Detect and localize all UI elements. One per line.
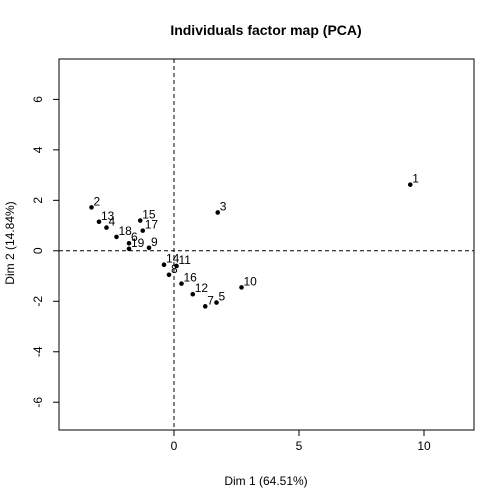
y-tick-label: -4 (31, 346, 45, 357)
data-point-11 (174, 263, 179, 269)
reference-lines (59, 59, 474, 430)
y-axis-label: Dim 2 (14.84%) (3, 201, 17, 284)
data-point-9 (146, 245, 152, 251)
point-label-4: 4 (109, 215, 116, 229)
point-label-16: 16 (184, 271, 198, 285)
data-point-2 (89, 205, 94, 210)
point-label-9: 9 (151, 235, 158, 249)
point-label-8: 8 (171, 262, 178, 276)
data-point-7 (202, 304, 208, 309)
data-point-13 (96, 219, 102, 225)
data-point-8 (166, 272, 172, 278)
point-label-11: 11 (179, 253, 192, 267)
y-axis: -6 -4 -2 0 2 4 6 (31, 96, 59, 408)
x-axis: 0 5 10 (171, 430, 431, 453)
y-tick-label: 4 (31, 146, 45, 153)
data-point-6 (126, 240, 132, 246)
point-label-2: 2 (94, 194, 101, 208)
x-tick-label: 0 (171, 439, 178, 453)
y-tick-label: -6 (31, 397, 45, 408)
data-point-4 (104, 225, 109, 230)
point-label-6: 6 (131, 230, 138, 244)
data-point-5 (214, 300, 219, 305)
point-label-5: 5 (219, 290, 226, 304)
chart-title: Individuals factor map (PCA) (170, 22, 361, 38)
data-point-12 (190, 291, 196, 297)
point-label-18: 18 (119, 224, 133, 238)
x-tick-label: 5 (296, 439, 303, 453)
point-label-15: 15 (142, 208, 156, 222)
data-point-10 (239, 285, 244, 290)
data-point-16 (179, 281, 184, 286)
point-label-7: 7 (207, 293, 214, 307)
data-point-17 (140, 228, 146, 233)
plot-frame (58, 58, 475, 431)
x-tick-label: 10 (417, 439, 431, 453)
y-tick-label: 0 (31, 247, 45, 254)
point-label-3: 3 (220, 199, 227, 213)
x-axis-label: Dim 1 (64.51%) (224, 474, 307, 488)
y-tick-label: 2 (31, 197, 45, 204)
point-label-10: 10 (244, 274, 258, 288)
data-point-18 (114, 234, 119, 240)
point-label-13: 13 (101, 209, 115, 223)
data-point-3 (215, 210, 221, 215)
point-label-1: 1 (412, 172, 419, 186)
data-point-19 (126, 246, 132, 252)
point-label-19: 19 (131, 236, 145, 250)
data-point-1 (407, 182, 413, 187)
point-label-17: 17 (145, 218, 159, 232)
data-point-15 (137, 218, 143, 223)
y-tick-label: 6 (31, 96, 45, 103)
y-tick-label: -2 (31, 296, 45, 307)
point-label-14: 14 (166, 252, 180, 266)
point-label-12: 12 (195, 281, 209, 295)
data-point-14 (161, 262, 167, 267)
